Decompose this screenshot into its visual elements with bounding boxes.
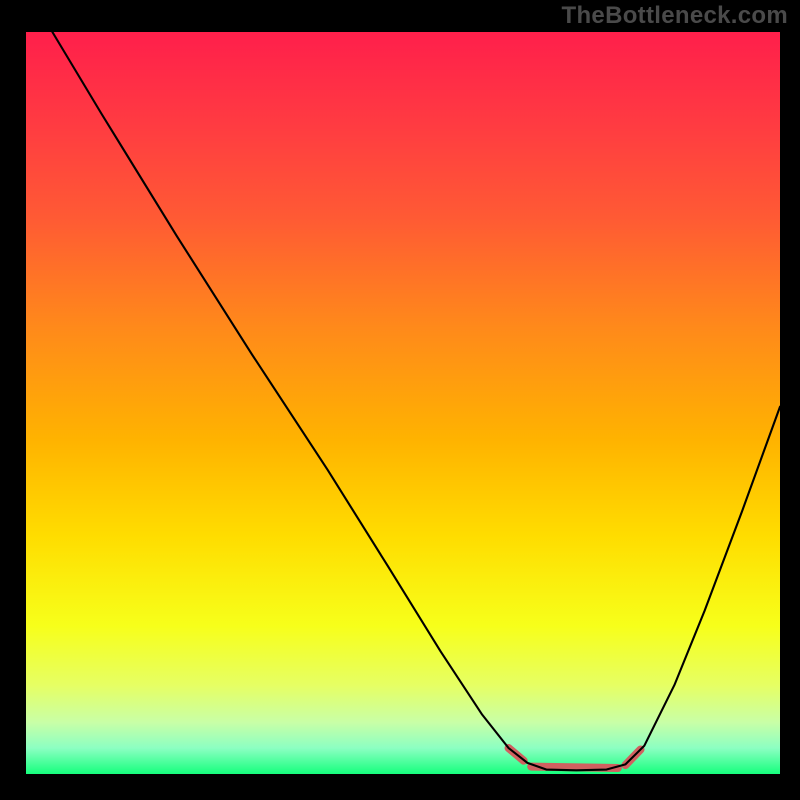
bottleneck-chart bbox=[0, 0, 800, 800]
chart-root: TheBottleneck.com bbox=[0, 0, 800, 800]
watermark-text: TheBottleneck.com bbox=[562, 2, 788, 30]
plot-gradient-background bbox=[26, 32, 780, 774]
